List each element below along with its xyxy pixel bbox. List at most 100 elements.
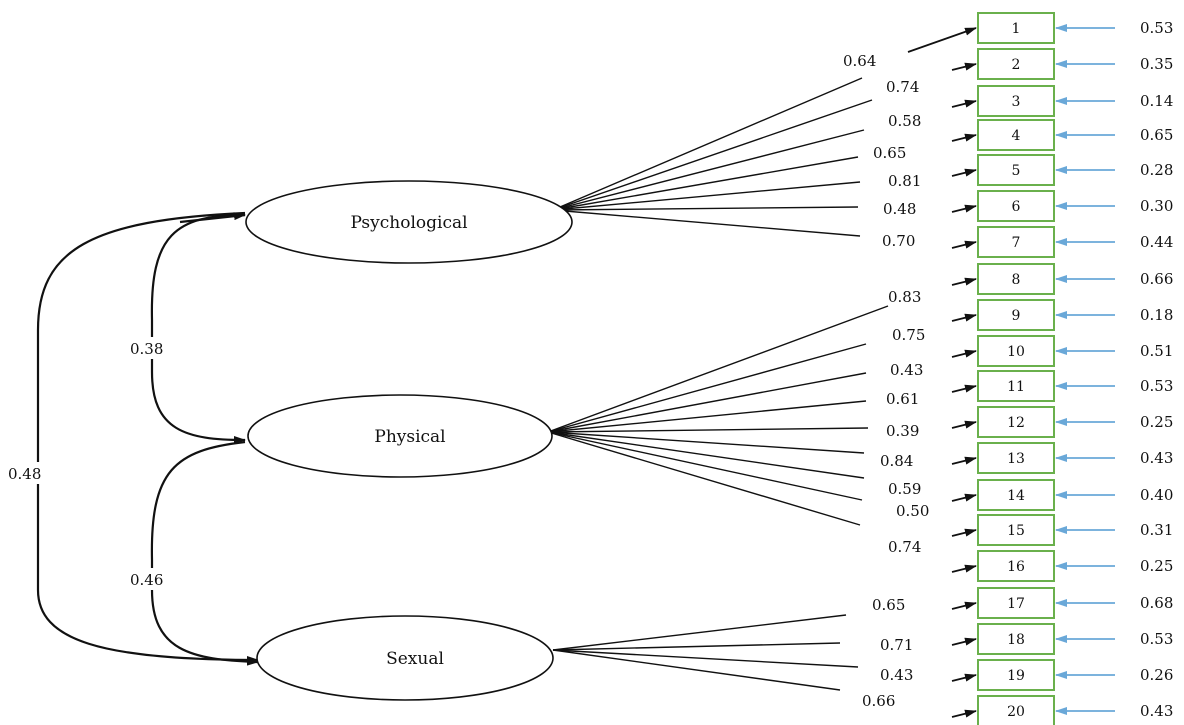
- item-18: 18 0.53 0.71: [880, 623, 1173, 655]
- item-4: 4 0.65 0.65: [873, 119, 1173, 162]
- loading-label: 0.66: [862, 692, 895, 710]
- loading-arrow: [951, 204, 977, 213]
- item-15: 15 0.31 0.50: [896, 502, 1173, 546]
- item-box: [977, 442, 1055, 474]
- loading-lines: [547, 77, 889, 691]
- loading-arrow: [951, 637, 977, 646]
- loading-arrow: [951, 528, 977, 537]
- item-number: 20: [1007, 704, 1025, 720]
- loading-line: [547, 431, 861, 526]
- item-number: 19: [1007, 668, 1025, 684]
- item-number: 7: [1012, 235, 1021, 251]
- item-1: 1 0.53 0.64: [843, 12, 1173, 70]
- loading-line: [547, 372, 867, 433]
- loading-arrow: [951, 99, 977, 108]
- loading-arrow: [951, 277, 977, 286]
- loading-arrow: [951, 493, 977, 502]
- loading-line: [552, 129, 865, 211]
- loading-line: [547, 343, 867, 433]
- item-13: 13 0.43 0.84: [880, 442, 1173, 474]
- error-variance-label: 0.35: [1140, 55, 1173, 73]
- item-number: 5: [1012, 163, 1021, 179]
- item-box: [977, 154, 1055, 186]
- loading-label: 0.58: [888, 112, 921, 130]
- corr-label-psychological-physical: 0.38: [130, 340, 163, 358]
- error-variance-label: 0.65: [1140, 126, 1173, 144]
- loading-line: [552, 99, 873, 211]
- item-9: 9 0.18 0.75: [892, 299, 1173, 344]
- loading-label: 0.70: [882, 232, 915, 250]
- correlation-arcs: [36, 211, 259, 666]
- item-number: 11: [1007, 379, 1025, 395]
- item-number: 14: [1007, 488, 1025, 504]
- item-number: 12: [1007, 415, 1025, 431]
- loading-arrow: [907, 27, 977, 53]
- item-number: 4: [1012, 128, 1021, 144]
- factor-label: Psychological: [350, 213, 467, 233]
- item-number: 15: [1007, 523, 1025, 539]
- loading-line: [547, 431, 865, 479]
- error-variance-label: 0.66: [1140, 270, 1173, 288]
- item-box: [977, 119, 1055, 151]
- item-box: [977, 370, 1055, 402]
- factor-label: Physical: [374, 427, 445, 447]
- loading-arrow: [951, 709, 977, 718]
- loading-line: [547, 431, 863, 501]
- error-variance-label: 0.43: [1140, 449, 1173, 467]
- corr-arc-psychological-physical-start: [179, 212, 246, 224]
- factor-sexual: Sexual: [256, 615, 554, 701]
- item-7: 7 0.44 0.70: [882, 226, 1173, 258]
- loading-line: [547, 431, 865, 454]
- error-variance-label: 0.51: [1140, 342, 1173, 360]
- loading-line: [547, 400, 867, 433]
- item-box: [977, 190, 1055, 222]
- loading-label: 0.43: [880, 666, 913, 684]
- item-number: 10: [1007, 344, 1025, 360]
- loading-arrow: [951, 313, 977, 322]
- loading-label: 0.83: [888, 288, 921, 306]
- item-box: [977, 335, 1055, 367]
- item-11: 11 0.53 0.61: [886, 370, 1173, 408]
- item-number: 3: [1012, 94, 1021, 110]
- loading-line: [552, 209, 861, 237]
- item-5: 5 0.28 0.81: [888, 154, 1173, 190]
- loading-line: [552, 649, 841, 691]
- error-variance-label: 0.43: [1140, 702, 1173, 720]
- item-box: [977, 514, 1055, 546]
- loading-arrow: [951, 133, 977, 142]
- error-variance-label: 0.25: [1140, 557, 1173, 575]
- error-variance-label: 0.53: [1140, 377, 1173, 395]
- error-variance-label: 0.14: [1140, 92, 1173, 110]
- loading-line: [547, 427, 869, 433]
- item-19: 19 0.26 0.43: [880, 659, 1173, 691]
- factor-physical: Physical: [247, 394, 553, 478]
- item-box: [977, 550, 1055, 582]
- error-variance-label: 0.53: [1140, 19, 1173, 37]
- loading-arrow: [951, 456, 977, 465]
- loading-label: 0.43: [890, 361, 923, 379]
- loading-line: [552, 649, 859, 668]
- error-variance-label: 0.26: [1140, 666, 1173, 684]
- error-variance-label: 0.18: [1140, 306, 1173, 324]
- item-number: 8: [1012, 272, 1021, 288]
- loading-label: 0.71: [880, 636, 913, 654]
- loading-label: 0.81: [888, 172, 921, 190]
- item-20: 20 0.43 0.66: [862, 692, 1173, 725]
- loading-arrow: [951, 673, 977, 682]
- loading-label: 0.75: [892, 326, 925, 344]
- item-box: [977, 695, 1055, 725]
- loading-line: [547, 305, 889, 433]
- error-variance-label: 0.44: [1140, 233, 1173, 251]
- factor-ellipse: [247, 394, 553, 478]
- item-number: 9: [1012, 308, 1021, 324]
- error-variance-label: 0.30: [1140, 197, 1173, 215]
- item-box: [977, 48, 1055, 80]
- loading-line: [552, 642, 841, 651]
- factor-ellipse: [256, 615, 554, 701]
- loading-arrow: [951, 601, 977, 610]
- error-variance-label: 0.40: [1140, 486, 1173, 504]
- item-14: 14 0.40 0.59: [888, 479, 1173, 511]
- error-variance-label: 0.31: [1140, 521, 1173, 539]
- item-16: 16 0.25 0.74: [888, 538, 1173, 582]
